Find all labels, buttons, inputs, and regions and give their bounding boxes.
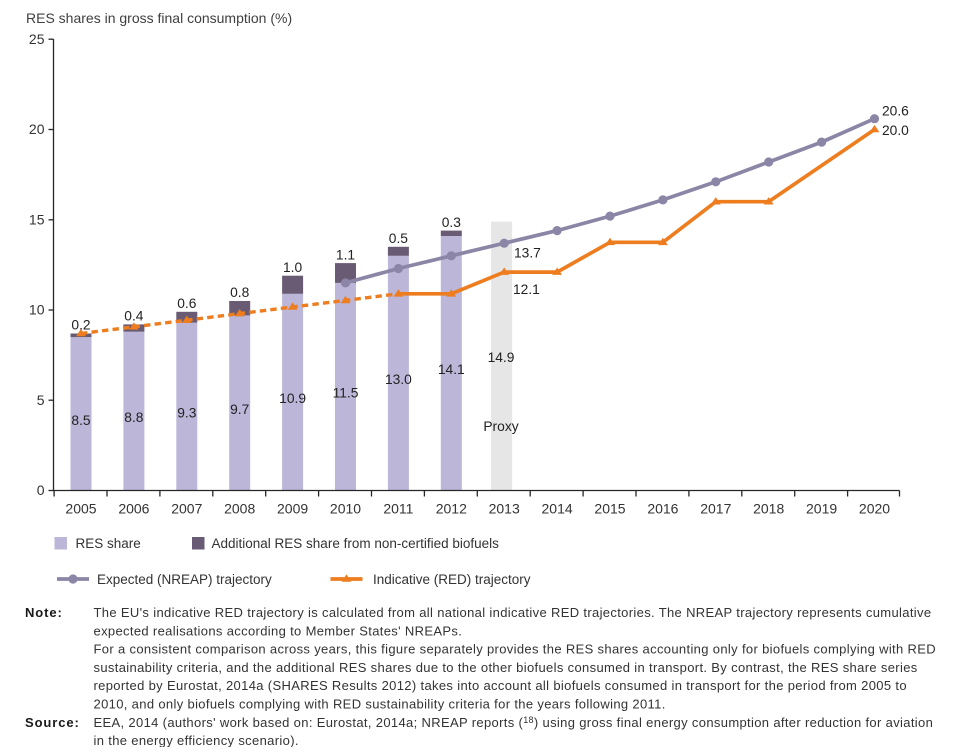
svg-text:11.5: 11.5 xyxy=(333,386,359,401)
svg-text:Note:: Note: xyxy=(25,605,63,620)
svg-text:The EU's indicative RED trajec: The EU's indicative RED trajectory is ca… xyxy=(94,605,932,620)
svg-text:0.8: 0.8 xyxy=(230,285,250,300)
svg-text:2010, and only biofuels comply: 2010, and only biofuels complying with R… xyxy=(94,697,666,712)
svg-text:2017: 2017 xyxy=(700,501,731,517)
svg-text:RES shares in gross final cons: RES shares in gross final consumption (%… xyxy=(26,10,292,26)
svg-text:expected realisations accordin: expected realisations according to Membe… xyxy=(94,623,463,638)
svg-text:15: 15 xyxy=(29,212,45,228)
svg-text:8.5: 8.5 xyxy=(71,413,91,428)
svg-text:in the energy efficiency scena: in the energy efficiency scenario). xyxy=(94,733,299,747)
svg-text:2008: 2008 xyxy=(224,501,255,517)
svg-text:2011: 2011 xyxy=(383,501,413,517)
svg-text:2006: 2006 xyxy=(118,501,149,517)
svg-text:2012: 2012 xyxy=(436,501,467,517)
svg-text:13.0: 13.0 xyxy=(385,372,412,387)
svg-text:10: 10 xyxy=(29,302,45,318)
svg-text:For a consistent comparison ac: For a consistent comparison across years… xyxy=(94,642,937,657)
svg-text:2014: 2014 xyxy=(542,501,573,517)
svg-text:8.8: 8.8 xyxy=(124,410,144,425)
svg-text:Expected (NREAP) trajectory: Expected (NREAP) trajectory xyxy=(97,572,272,587)
svg-text:Indicative (RED) trajectory: Indicative (RED) trajectory xyxy=(373,572,531,587)
svg-text:0.5: 0.5 xyxy=(389,231,409,246)
svg-text:14.9: 14.9 xyxy=(488,350,515,365)
svg-text:5: 5 xyxy=(37,392,45,408)
svg-text:10.9: 10.9 xyxy=(279,391,306,406)
svg-text:0.3: 0.3 xyxy=(442,215,462,230)
svg-text:0.6: 0.6 xyxy=(177,296,197,311)
svg-text:20.6: 20.6 xyxy=(882,104,909,119)
svg-text:Proxy: Proxy xyxy=(483,419,518,434)
svg-text:14.1: 14.1 xyxy=(438,362,465,377)
svg-text:2016: 2016 xyxy=(647,501,678,517)
svg-text:0.4: 0.4 xyxy=(124,309,144,324)
svg-text:1.0: 1.0 xyxy=(283,260,303,275)
svg-text:2013: 2013 xyxy=(489,501,520,517)
svg-text:Source:: Source: xyxy=(25,715,80,730)
svg-text:2018: 2018 xyxy=(753,501,784,517)
svg-text:EEA, 2014 (authors' work based: EEA, 2014 (authors' work based on: Euros… xyxy=(94,715,934,730)
svg-text:9.7: 9.7 xyxy=(230,402,249,417)
svg-text:25: 25 xyxy=(29,31,45,47)
svg-text:Additional RES share from non-: Additional RES share from non-certified … xyxy=(212,536,500,551)
svg-text:2015: 2015 xyxy=(594,501,625,517)
svg-text:9.3: 9.3 xyxy=(177,406,197,421)
svg-text:2007: 2007 xyxy=(171,501,202,517)
svg-text:sustainability criteria, and t: sustainability criteria, and the additio… xyxy=(94,660,918,675)
svg-text:0: 0 xyxy=(37,482,45,498)
svg-text:2009: 2009 xyxy=(277,501,308,517)
svg-text:2005: 2005 xyxy=(65,501,96,517)
svg-text:20.0: 20.0 xyxy=(882,123,909,138)
svg-text:20: 20 xyxy=(29,121,45,137)
svg-text:0.2: 0.2 xyxy=(71,318,90,333)
svg-text:1.1: 1.1 xyxy=(336,247,355,262)
svg-text:reported by Eurostat, 2014a (S: reported by Eurostat, 2014a (SHARES Resu… xyxy=(94,678,907,693)
svg-text:RES share: RES share xyxy=(76,536,141,551)
svg-text:2010: 2010 xyxy=(330,501,361,517)
svg-text:13.7: 13.7 xyxy=(514,246,541,261)
svg-text:2020: 2020 xyxy=(859,501,890,517)
svg-text:12.1: 12.1 xyxy=(513,282,540,297)
svg-text:2019: 2019 xyxy=(806,501,837,517)
